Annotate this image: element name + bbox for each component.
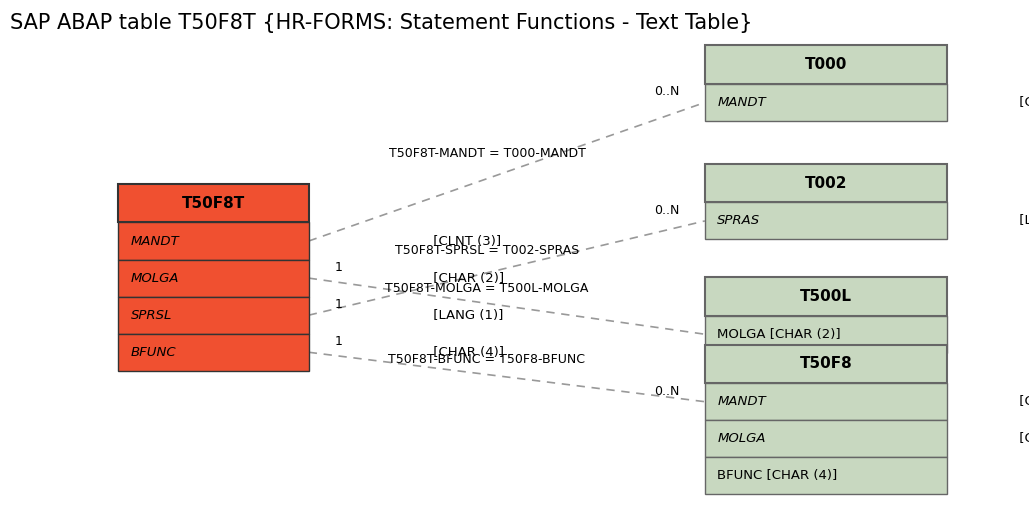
Text: [CLNT (3)]: [CLNT (3)] <box>1016 395 1029 408</box>
Text: [CLNT (3)]: [CLNT (3)] <box>1016 96 1029 109</box>
Text: 0..N: 0..N <box>653 385 679 398</box>
Text: T50F8T: T50F8T <box>182 196 245 211</box>
Text: MANDT: MANDT <box>131 234 179 248</box>
Text: T50F8T-SPRSL = T002-SPRAS: T50F8T-SPRSL = T002-SPRAS <box>395 244 579 256</box>
Text: T002: T002 <box>805 176 847 191</box>
Text: SAP ABAP table T50F8T {HR-FORMS: Statement Functions - Text Table}: SAP ABAP table T50F8T {HR-FORMS: Stateme… <box>10 13 752 33</box>
Text: SPRSL: SPRSL <box>131 308 172 322</box>
Text: 0..N: 0..N <box>653 204 679 217</box>
Text: T000: T000 <box>805 57 847 72</box>
Text: [CHAR (2)]: [CHAR (2)] <box>429 271 504 285</box>
Bar <box>705 277 947 316</box>
Text: T50F8T-MOLGA = T500L-MOLGA: T50F8T-MOLGA = T500L-MOLGA <box>385 282 589 295</box>
Bar <box>705 164 947 202</box>
Text: MOLGA: MOLGA <box>131 271 179 285</box>
Text: [CLNT (3)]: [CLNT (3)] <box>429 234 501 248</box>
Text: 0..N: 0..N <box>653 85 679 98</box>
Bar <box>705 420 947 457</box>
Text: MOLGA [CHAR (2)]: MOLGA [CHAR (2)] <box>717 328 841 341</box>
Bar <box>705 383 947 420</box>
Bar <box>118 334 309 371</box>
Text: BFUNC [CHAR (4)]: BFUNC [CHAR (4)] <box>717 469 838 483</box>
Text: 1: 1 <box>334 335 343 348</box>
Bar <box>705 316 947 353</box>
Bar <box>705 202 947 239</box>
Text: T50F8: T50F8 <box>800 356 852 371</box>
Bar <box>705 457 947 494</box>
Bar <box>118 222 309 260</box>
Text: 1: 1 <box>334 261 343 274</box>
Text: MOLGA: MOLGA <box>717 432 766 445</box>
Text: T50F8T-BFUNC = T50F8-BFUNC: T50F8T-BFUNC = T50F8-BFUNC <box>389 353 586 366</box>
Text: [LANG (1)]: [LANG (1)] <box>1016 214 1029 228</box>
Text: MANDT: MANDT <box>717 96 766 109</box>
Text: [CHAR (2)]: [CHAR (2)] <box>1016 432 1029 445</box>
Text: T50F8T-MANDT = T000-MANDT: T50F8T-MANDT = T000-MANDT <box>389 147 586 161</box>
Bar <box>705 84 947 121</box>
Bar <box>118 297 309 334</box>
Text: 1: 1 <box>334 298 343 311</box>
Text: SPRAS: SPRAS <box>717 214 760 228</box>
Text: BFUNC: BFUNC <box>131 346 176 359</box>
Text: MANDT: MANDT <box>717 395 766 408</box>
Bar <box>118 184 309 222</box>
Text: [CHAR (4)]: [CHAR (4)] <box>429 346 504 359</box>
Bar <box>705 345 947 383</box>
Text: [LANG (1)]: [LANG (1)] <box>429 308 503 322</box>
Bar <box>705 45 947 84</box>
Bar <box>118 260 309 297</box>
Text: T500L: T500L <box>800 289 852 304</box>
